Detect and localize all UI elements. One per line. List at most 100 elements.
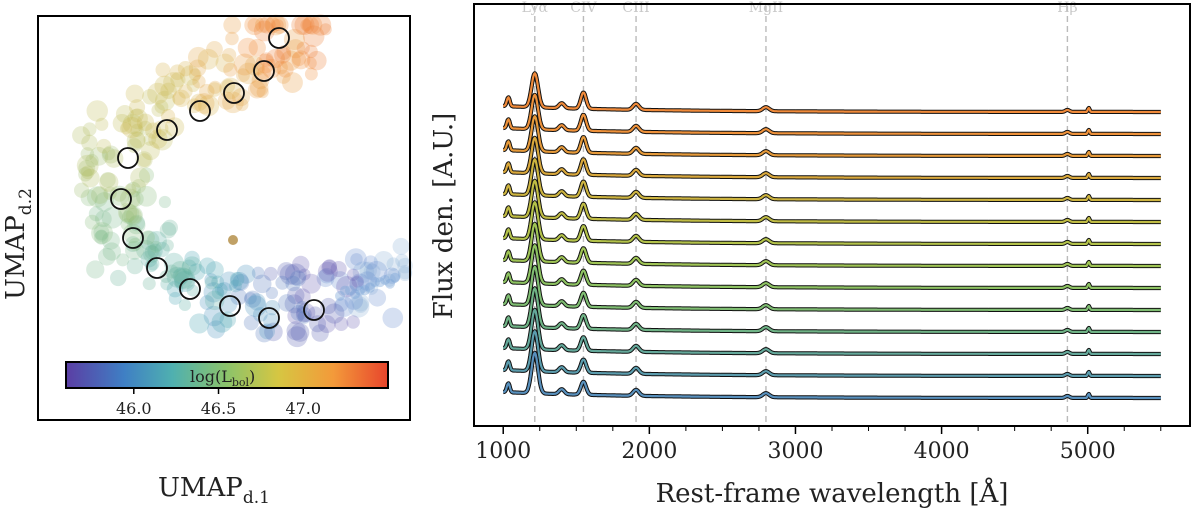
scatter-point — [169, 64, 186, 81]
scatter-point — [137, 153, 152, 167]
scatter-point — [199, 83, 215, 100]
scatter-point — [154, 75, 175, 97]
scatter-point — [187, 46, 209, 68]
scatter-point — [142, 277, 156, 291]
scatter-point — [392, 237, 410, 255]
umap-scatter-cloud — [72, 14, 413, 348]
scatter-point — [78, 166, 93, 182]
scatter-point — [397, 257, 413, 274]
scatter-point — [286, 326, 308, 348]
umap-x-axis-label: UMAPd.1 — [158, 473, 270, 508]
scatter-point — [147, 82, 169, 105]
scatter-point — [382, 307, 404, 329]
spectrum-line — [503, 158, 1161, 202]
scatter-point — [76, 154, 99, 177]
scatter-point — [190, 93, 208, 112]
colorbar-label: log(Lbol) — [190, 367, 255, 389]
scatter-point — [330, 271, 350, 290]
scatter-point — [140, 250, 158, 268]
scatter-point — [99, 172, 119, 192]
scatter-point — [273, 60, 288, 75]
scatter-point — [256, 86, 269, 99]
scatter-point — [304, 67, 318, 81]
scatter-point — [248, 293, 266, 311]
scatter-point — [89, 146, 109, 166]
sample-circle — [122, 227, 144, 249]
scatter-point — [136, 185, 157, 207]
scatter-point — [162, 219, 178, 236]
scatter-point — [254, 17, 271, 33]
scatter-point — [255, 53, 275, 74]
scatter-point — [228, 235, 238, 245]
scatter-point — [219, 271, 239, 291]
scatter-point — [204, 273, 218, 287]
scatter-point — [144, 245, 159, 260]
scatter-point — [261, 58, 282, 79]
scatter-point — [359, 261, 377, 280]
scatter-point — [324, 303, 345, 324]
scatter-point — [207, 320, 226, 339]
sample-circle — [223, 82, 245, 104]
scatter-point — [211, 311, 233, 333]
scatter-point — [319, 23, 332, 36]
scatter-point — [93, 224, 110, 241]
scatter-point — [294, 14, 315, 36]
scatter-point — [146, 230, 167, 252]
scatter-point — [397, 265, 413, 280]
scatter-point — [307, 50, 327, 71]
scatter-point — [344, 248, 367, 271]
scatter-point — [98, 247, 116, 266]
spectrum-line — [503, 136, 1161, 180]
scatter-point — [168, 291, 182, 305]
scatter-point — [230, 271, 249, 291]
scatter-point — [199, 295, 215, 310]
spectrum-line — [503, 179, 1161, 224]
scatter-point — [143, 133, 157, 146]
scatter-point — [211, 275, 225, 289]
scatter-point — [279, 263, 301, 285]
scatter-point — [232, 273, 250, 291]
scatter-point — [285, 275, 301, 292]
scatter-point — [164, 264, 179, 279]
scatter-point — [360, 285, 370, 296]
x-tick-label: 1000 — [475, 439, 531, 464]
scatter-point — [163, 72, 184, 93]
scatter-point — [385, 278, 395, 289]
scatter-point — [130, 123, 144, 137]
scatter-point — [126, 257, 144, 275]
scatter-point — [94, 210, 112, 228]
scatter-point — [289, 270, 307, 287]
scatter-point — [86, 186, 109, 208]
scatter-point — [147, 243, 163, 259]
scatter-point — [302, 25, 325, 48]
scatter-point — [88, 206, 104, 222]
scatter-point — [119, 122, 133, 135]
sample-circles — [110, 27, 325, 329]
colorbar-tick-label: 47.0 — [285, 399, 321, 418]
scatter-point — [127, 190, 144, 207]
emission-line-label: CIII — [622, 0, 649, 16]
spectrum-line — [503, 72, 1161, 114]
spectrum-line — [503, 308, 1161, 356]
scatter-point — [130, 167, 151, 188]
scatter-point — [334, 298, 349, 312]
scatter-point — [86, 100, 108, 122]
scatter-point — [151, 103, 165, 117]
scatter-point — [80, 147, 95, 161]
scatter-point — [130, 108, 144, 123]
scatter-point — [375, 277, 385, 288]
scatter-point — [244, 292, 257, 305]
scatter-point — [85, 153, 99, 168]
scatter-point — [81, 134, 98, 151]
scatter-point — [301, 16, 320, 34]
sample-circle — [258, 307, 280, 329]
scatter-point — [364, 281, 379, 295]
x-tick-label: 5000 — [1060, 439, 1116, 464]
scatter-point — [99, 171, 116, 188]
scatter-point — [172, 91, 186, 106]
scatter-point — [155, 62, 171, 78]
scatter-point — [177, 61, 194, 77]
scatter-point — [84, 214, 100, 230]
scatter-point — [344, 291, 364, 310]
scatter-point — [160, 277, 174, 291]
